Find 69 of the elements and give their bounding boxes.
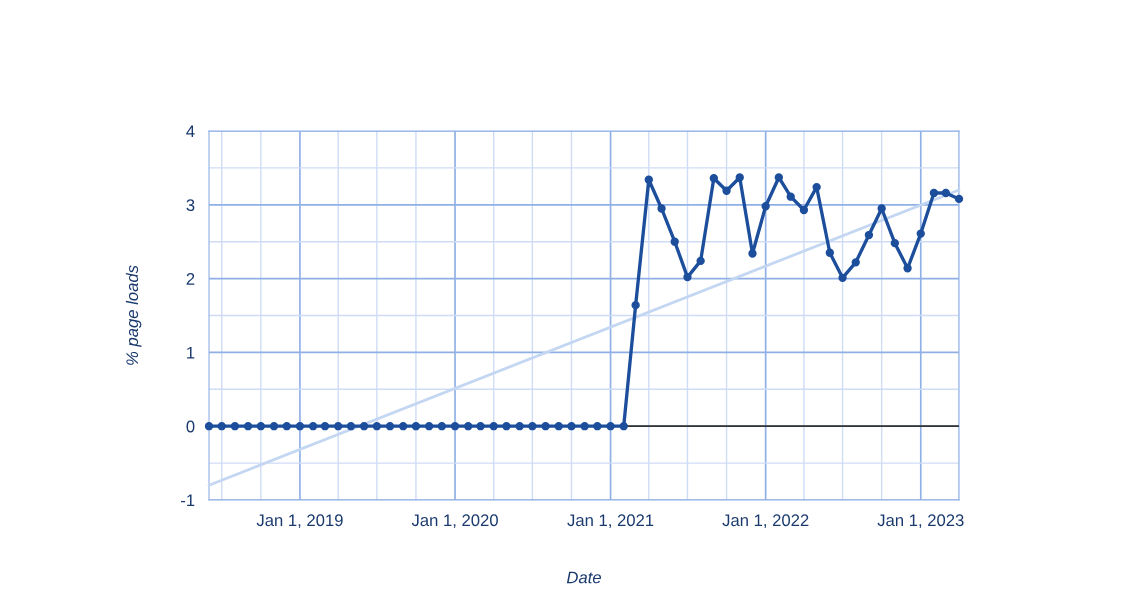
point: [528, 422, 537, 431]
point: [864, 230, 874, 240]
point: [320, 422, 330, 431]
point: [683, 272, 692, 282]
point: [230, 422, 240, 431]
point: [204, 422, 214, 431]
point: [385, 422, 395, 431]
point: [464, 422, 473, 431]
point: [954, 194, 964, 204]
point: [346, 422, 356, 431]
point: [644, 175, 653, 184]
x-tick-label: Jan 1, 2020: [411, 514, 498, 529]
point: [903, 264, 912, 273]
y-tick-label: 2: [186, 273, 195, 285]
point: [411, 422, 421, 431]
point: [399, 422, 408, 431]
point: [631, 301, 640, 310]
point: [670, 237, 679, 246]
point: [541, 422, 550, 431]
x-tick-label: Jan 1, 2021: [567, 514, 654, 529]
y-tick-label: 4: [186, 125, 195, 138]
point: [567, 422, 576, 431]
point: [256, 422, 266, 431]
point: [593, 422, 602, 431]
point: [308, 422, 318, 431]
point: [722, 186, 731, 195]
point: [941, 188, 950, 198]
point: [489, 422, 498, 431]
y-tick-label: 0: [186, 420, 195, 433]
point: [295, 422, 305, 431]
point: [217, 422, 226, 431]
point: [825, 248, 834, 257]
y-tick-label: 1: [187, 346, 195, 359]
point: [502, 422, 511, 431]
point: [774, 173, 783, 182]
point: [799, 205, 809, 215]
point: [450, 422, 460, 431]
x-tick-label: Jan 1, 2022: [722, 514, 809, 529]
point: [748, 249, 757, 258]
point: [424, 422, 434, 431]
y-tick-label: 3: [186, 199, 195, 211]
x-tick-label: Jan 1, 2019: [256, 514, 343, 529]
y-axis-title: % page loads: [125, 265, 142, 365]
point: [243, 422, 253, 431]
point: [437, 422, 447, 431]
point: [334, 422, 343, 431]
point: [877, 204, 886, 213]
point: [812, 182, 821, 192]
point: [851, 258, 860, 267]
x-tick-label: Jan 1, 2023: [877, 514, 964, 529]
point: [929, 188, 939, 198]
x-axis-title: Date: [566, 571, 601, 584]
point: [359, 422, 369, 431]
point: [735, 173, 744, 182]
point: [515, 422, 524, 431]
point: [282, 422, 291, 431]
point: [476, 422, 485, 431]
point: [786, 192, 795, 201]
point: [890, 239, 900, 248]
y-tick-label: -1: [181, 494, 195, 507]
point: [709, 174, 718, 183]
point: [580, 422, 589, 431]
point: [269, 422, 279, 431]
point: [619, 422, 628, 431]
point: [657, 204, 666, 213]
point: [838, 273, 847, 283]
point: [554, 422, 563, 431]
point: [696, 256, 705, 266]
point: [372, 422, 382, 431]
